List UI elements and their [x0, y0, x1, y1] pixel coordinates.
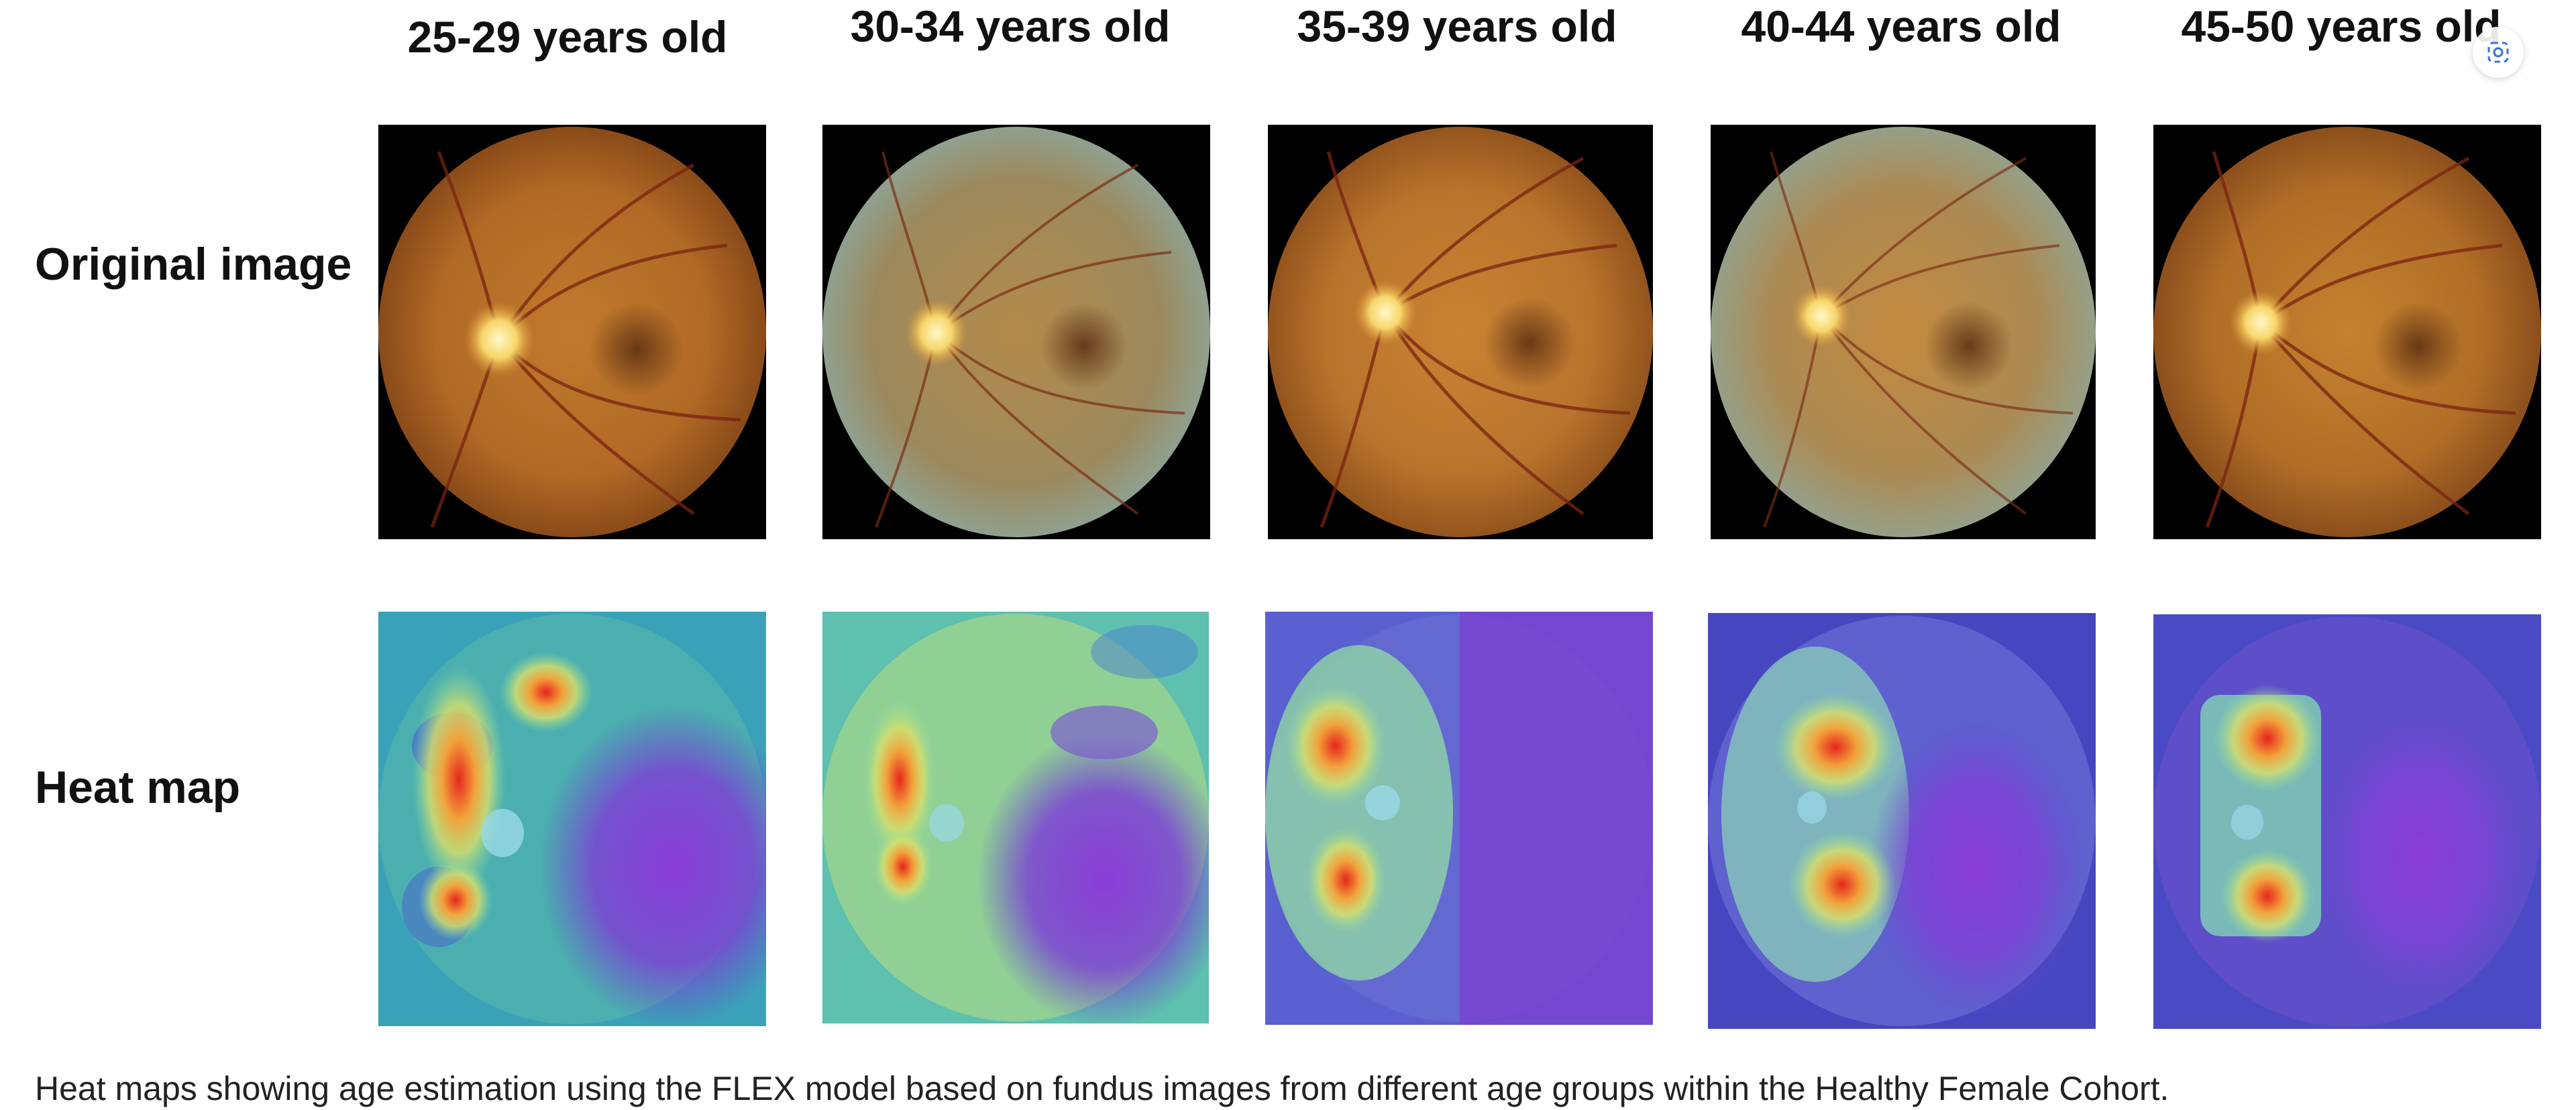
fundus-image-25-29 — [378, 125, 766, 539]
column-header-45-50: 45-50 years old — [2181, 1, 2502, 51]
fundus-image-30-34 — [822, 125, 1210, 539]
heat-map-40-44 — [1708, 613, 2096, 1029]
column-header-35-39: 35-39 years old — [1297, 1, 1617, 51]
lens-search-icon — [2487, 42, 2509, 63]
column-header-30-34: 30-34 years old — [850, 1, 1171, 51]
fundus-image-40-44 — [1711, 125, 2096, 539]
lens-search-button[interactable] — [2473, 27, 2524, 78]
heat-map-30-34 — [822, 612, 1209, 1023]
row-label-original-image: Original image — [35, 239, 352, 290]
fundus-image-35-39 — [1268, 125, 1653, 539]
heat-map-45-50 — [2153, 614, 2541, 1029]
figure-caption: Heat maps showing age estimation using t… — [35, 1070, 2169, 1107]
column-header-40-44: 40-44 years old — [1741, 1, 2061, 51]
heat-map-25-29 — [378, 612, 766, 1026]
row-label-heat-map: Heat map — [35, 762, 241, 813]
column-header-25-29: 25-29 years old — [407, 12, 728, 62]
heat-map-35-39 — [1265, 612, 1653, 1025]
fundus-image-45-50 — [2153, 125, 2541, 539]
